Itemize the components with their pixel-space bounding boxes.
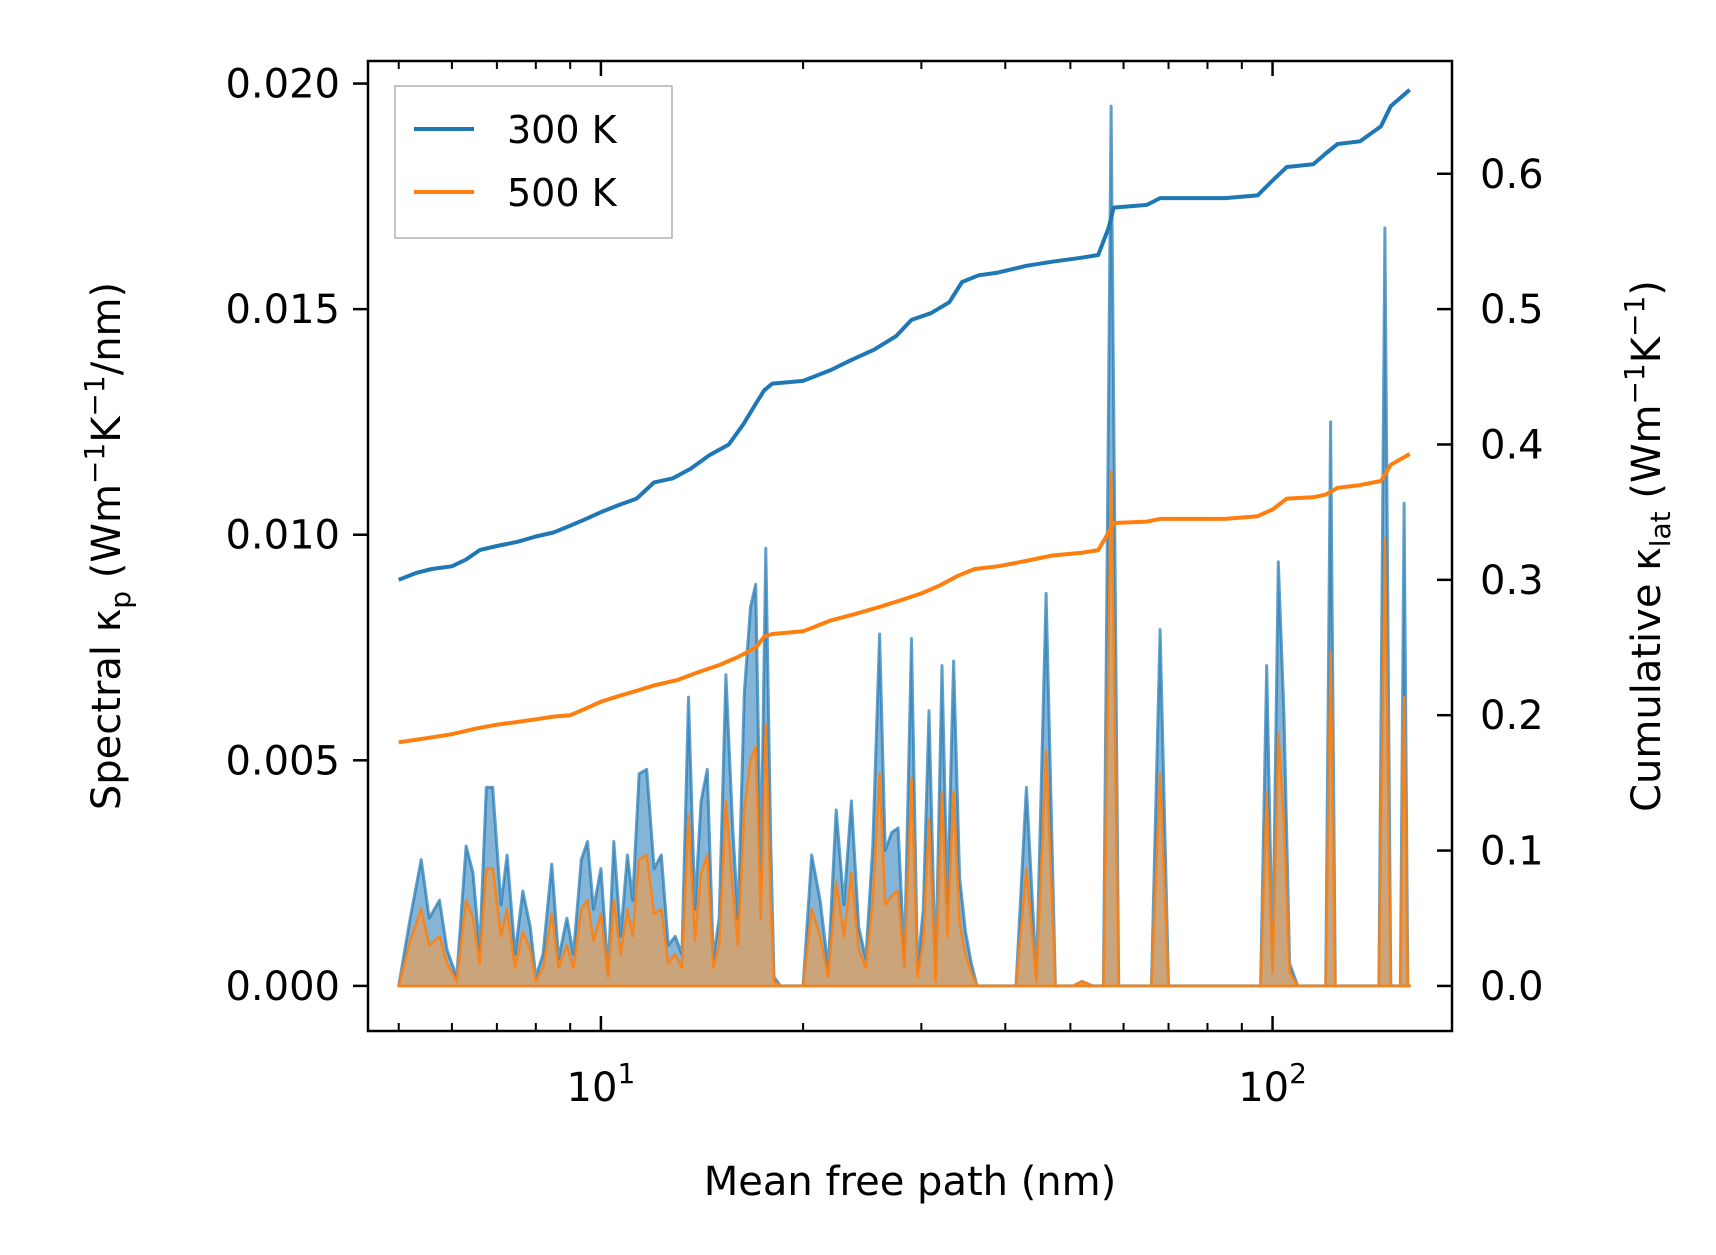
y-left-tick-label: 0.005 (225, 738, 340, 784)
y-left-tick-label: 0.000 (225, 964, 340, 1010)
y-right-tick-label: 0.4 (1480, 422, 1544, 468)
cumulative-line-300K (397, 88, 1412, 582)
spectral-fill-500K (397, 470, 1411, 988)
y-axis-label-left: Spectral κp (Wm−1K−1/nm) (78, 282, 137, 810)
y-right-tick-label: 0.2 (1480, 693, 1544, 739)
y-left-tick-label: 0.010 (225, 513, 340, 559)
x-tick-label: 102 (1238, 1057, 1307, 1111)
axis-ticks (353, 61, 1452, 1031)
x-tick-label: 101 (567, 1057, 636, 1111)
y-right-tick-label: 0.0 (1480, 964, 1544, 1010)
legend-label-300K: 300 K (507, 108, 618, 152)
cumulative-line-500K (398, 452, 1411, 745)
y-right-tick-label: 0.6 (1480, 152, 1544, 198)
legend: 300 K 500 K (394, 85, 673, 239)
spectral-fill-300K (397, 104, 1412, 988)
spectral-fills (397, 104, 1412, 988)
y-right-tick-label: 0.5 (1480, 287, 1544, 333)
plot-frame (366, 59, 1454, 1033)
y-right-tick-label: 0.3 (1480, 558, 1544, 604)
y-left-tick-label: 0.015 (225, 287, 340, 333)
x-axis-label: Mean free path (nm) (704, 1159, 1116, 1205)
y-right-tick-label: 0.1 (1480, 829, 1544, 875)
axis-tick-labels: 101 102 0.000 0.005 0.010 0.015 0.020 0.0 0.1 0.2… (225, 62, 1543, 1111)
y-left-tick-label: 0.020 (225, 62, 340, 108)
cumulative-lines (397, 88, 1412, 745)
legend-label-500K: 500 K (507, 171, 618, 215)
legend-box (394, 85, 673, 239)
